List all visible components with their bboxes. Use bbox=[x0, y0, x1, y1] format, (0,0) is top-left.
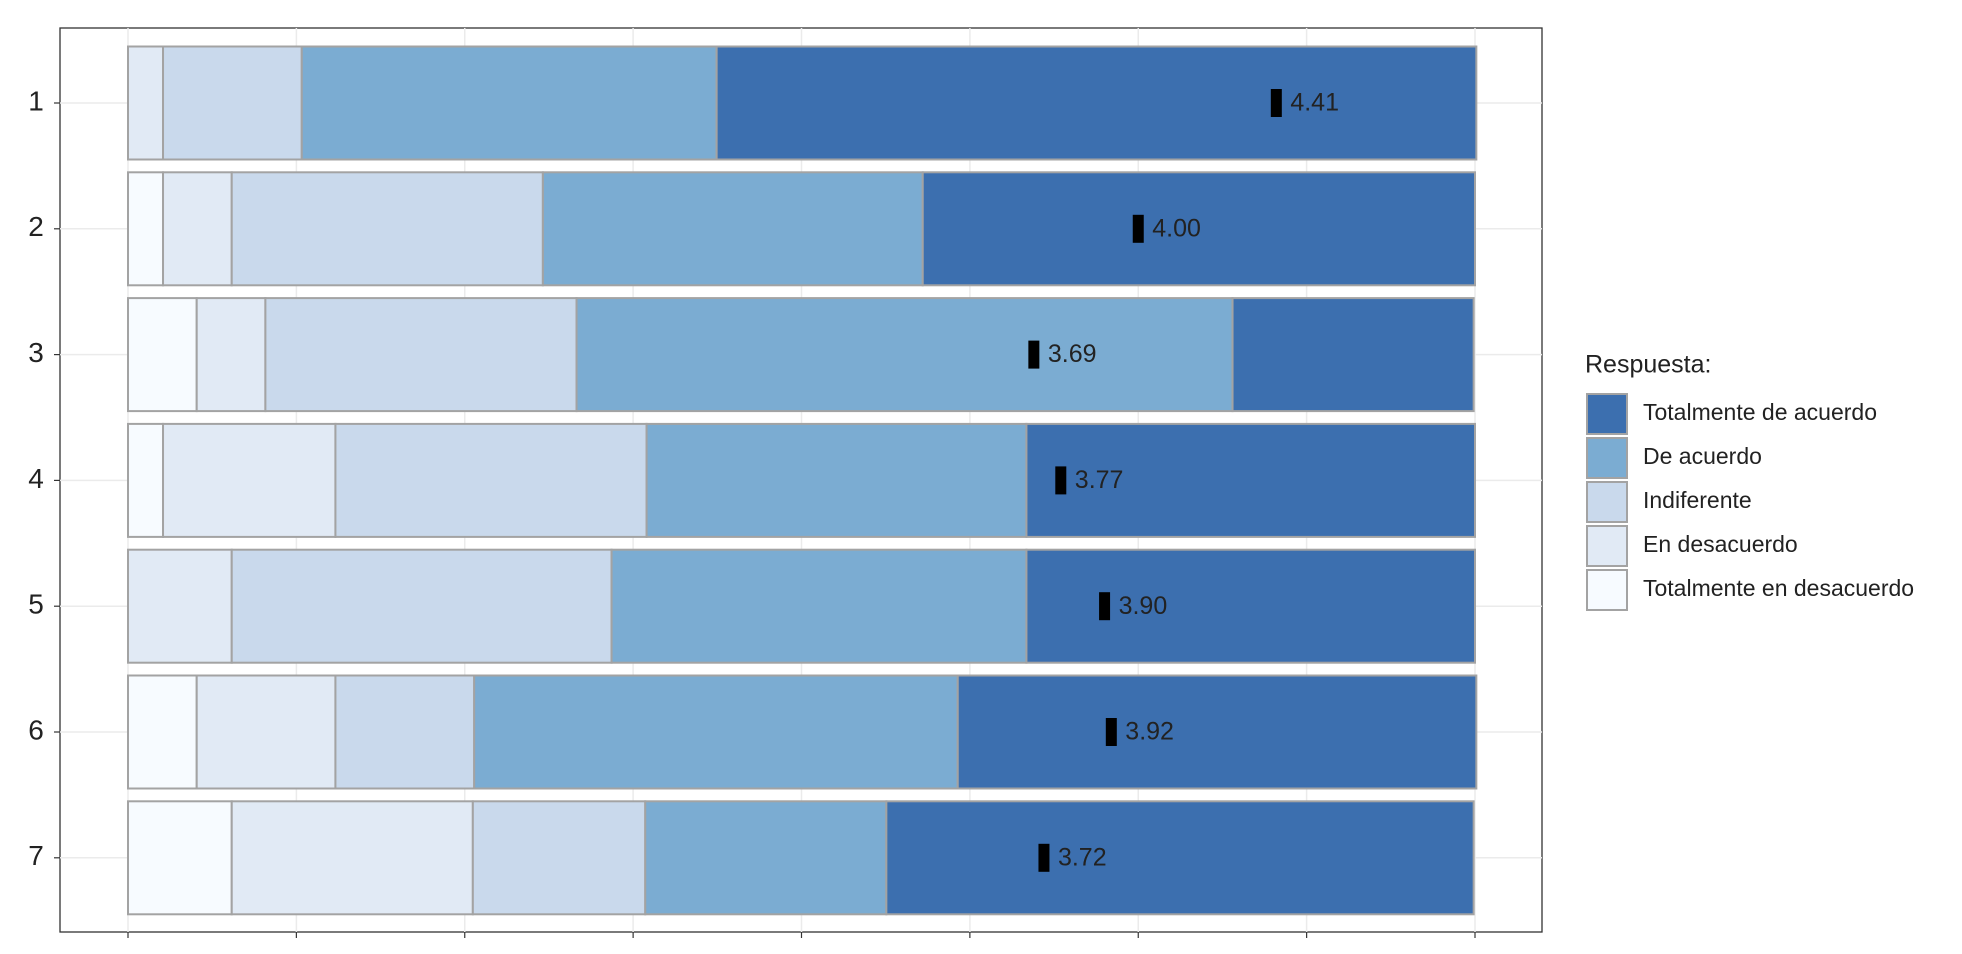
bar-segment bbox=[127, 45, 165, 161]
legend-swatch bbox=[1586, 437, 1628, 479]
legend-swatch bbox=[1586, 481, 1628, 523]
bar-segment bbox=[162, 45, 303, 161]
bar-segment bbox=[715, 45, 1478, 161]
bar-segment bbox=[1025, 422, 1476, 538]
mean-label: 3.90 bbox=[1119, 592, 1168, 620]
bar-segment bbox=[1025, 548, 1476, 664]
bar-segment bbox=[334, 674, 476, 790]
bar-segment bbox=[264, 297, 578, 413]
mean-label: 4.00 bbox=[1152, 214, 1201, 242]
mean-marker bbox=[1270, 89, 1282, 117]
legend-label: Totalmente de acuerdo bbox=[1643, 399, 1877, 425]
bar-segment bbox=[644, 800, 888, 916]
legend-swatch bbox=[1586, 525, 1628, 567]
mean-marker bbox=[1038, 843, 1050, 872]
bar-segment bbox=[473, 674, 959, 790]
bar-segment bbox=[127, 297, 198, 413]
bar-segment bbox=[541, 171, 924, 287]
bar-segment bbox=[230, 548, 613, 664]
bar-segment bbox=[575, 297, 1234, 413]
bar-segment bbox=[610, 548, 1028, 664]
bar-segment bbox=[300, 45, 718, 161]
bar-segment bbox=[162, 422, 337, 538]
mean-marker bbox=[1028, 340, 1040, 369]
bar-segment bbox=[230, 171, 544, 287]
bar-segment bbox=[195, 297, 267, 413]
bar-segment bbox=[471, 800, 647, 916]
bar-segment bbox=[195, 674, 337, 790]
bar-segment bbox=[230, 800, 474, 916]
bar-segment bbox=[921, 171, 1476, 287]
mean-marker bbox=[1105, 718, 1117, 746]
legend-label: De acuerdo bbox=[1643, 443, 1762, 469]
mean-label: 3.92 bbox=[1125, 718, 1174, 746]
legend-swatch bbox=[1586, 393, 1628, 435]
bar-segment bbox=[1231, 297, 1475, 413]
bar-segment bbox=[956, 674, 1478, 790]
bar-segment bbox=[645, 422, 1028, 538]
mean-label: 3.69 bbox=[1048, 340, 1097, 368]
bar-segment bbox=[127, 548, 233, 664]
mean-marker bbox=[1132, 214, 1144, 243]
mean-label: 3.77 bbox=[1075, 466, 1124, 494]
y-tick-label: 6 bbox=[28, 714, 44, 745]
legend-label: En desacuerdo bbox=[1643, 531, 1798, 557]
legend-label: Indiferente bbox=[1643, 487, 1752, 513]
mean-marker bbox=[1099, 592, 1111, 621]
mean-label: 3.72 bbox=[1058, 843, 1107, 871]
legend-swatch bbox=[1586, 569, 1628, 611]
mean-label: 4.41 bbox=[1290, 89, 1339, 117]
y-tick-label: 4 bbox=[28, 463, 44, 494]
y-tick-label: 5 bbox=[28, 589, 44, 620]
bar-segment bbox=[885, 800, 1475, 916]
bar-segment bbox=[127, 422, 165, 538]
bar-segment bbox=[334, 422, 648, 538]
bar-segment bbox=[127, 800, 233, 916]
y-tick-label: 7 bbox=[28, 840, 44, 871]
legend-title: Respuesta: bbox=[1585, 351, 1711, 379]
mean-marker bbox=[1055, 466, 1067, 495]
bar-segment bbox=[127, 674, 198, 790]
bar-segment bbox=[127, 171, 165, 287]
y-tick-label: 3 bbox=[28, 337, 44, 368]
y-tick-label: 2 bbox=[28, 211, 44, 242]
y-tick-label: 1 bbox=[28, 85, 44, 116]
legend-label: Totalmente en desacuerdo bbox=[1643, 575, 1914, 601]
bar-segment bbox=[162, 171, 233, 287]
